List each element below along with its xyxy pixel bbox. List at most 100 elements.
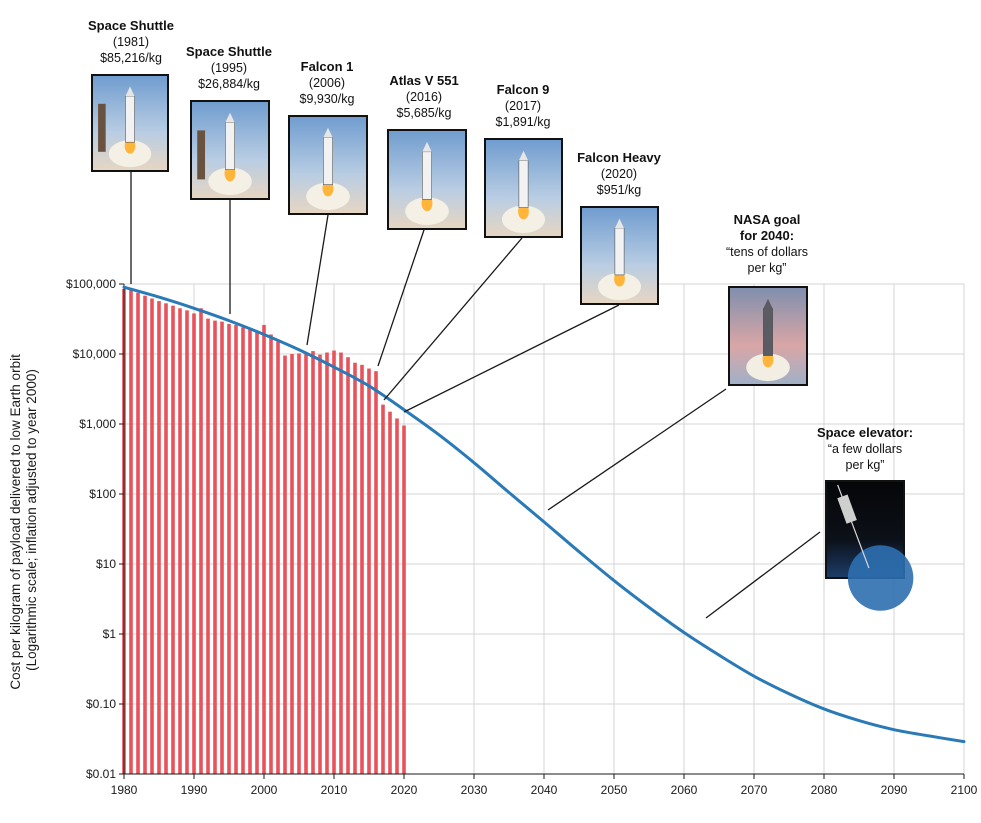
rocket-nose (614, 218, 625, 229)
y-tick-label: $10 (96, 557, 116, 571)
rocket-body (225, 122, 235, 170)
rocket-body (125, 95, 135, 143)
x-tick-label: 2040 (531, 783, 558, 797)
annotation-line: “tens of dollars (726, 245, 808, 259)
bar (304, 354, 308, 774)
y-tick-label: $10,000 (73, 347, 117, 361)
callout-line (403, 304, 620, 413)
annotation-title-2: for 2040: (740, 228, 794, 243)
annotation-line: (2017) (505, 99, 541, 113)
rocket-nose (323, 127, 333, 138)
future-rocket-render (728, 286, 808, 386)
x-tick-label: 1980 (111, 783, 138, 797)
y-tick-label: $1,000 (79, 417, 116, 431)
y-tick-label: $100 (89, 487, 116, 501)
bar-series (122, 288, 406, 774)
bar (241, 327, 245, 774)
y-tick-label: $100,000 (66, 277, 116, 291)
bar (178, 308, 182, 774)
bar (227, 323, 231, 774)
bar (360, 364, 364, 774)
exhaust-plume (108, 140, 152, 168)
annotation-line: per kg” (748, 261, 787, 275)
annotation-line: (2006) (309, 76, 345, 90)
y-axis-label-line-1: Cost per kilogram of payload delivered t… (8, 354, 23, 690)
y-tick-label: $0.01 (86, 767, 116, 781)
rocket-nose (125, 86, 135, 97)
space-elevator-render (825, 480, 914, 611)
falcon-heavy-launch-photo (580, 206, 659, 305)
bar (402, 425, 406, 774)
x-tick-label: 2000 (251, 783, 278, 797)
annotation-line: $1,891/kg (496, 115, 551, 129)
annotation-line: (2016) (406, 90, 442, 104)
bar (234, 324, 238, 774)
bar (374, 371, 378, 774)
annotation-title: Falcon 1 (301, 59, 354, 74)
annotation-line: (1981) (113, 35, 149, 49)
bar (164, 303, 168, 774)
rocket-nose (225, 112, 235, 123)
x-tick-label: 2020 (391, 783, 418, 797)
x-tick-label: 2090 (881, 783, 908, 797)
annotation-line: $5,685/kg (397, 106, 452, 120)
rocket-body (323, 137, 333, 185)
bar (255, 331, 259, 774)
bar (262, 324, 266, 774)
annotation-line: “a few dollars (828, 442, 902, 456)
trend-curve (122, 285, 966, 744)
bar (150, 298, 154, 774)
axes: $100,000 $10,000 $1,000 $100 $10 $1 $0.10 $0.01… (66, 277, 978, 797)
falcon-1-launch-photo (288, 115, 368, 215)
x-tick-label: 2030 (461, 783, 488, 797)
x-tick-label: 2060 (671, 783, 698, 797)
x-tick-label: 1990 (181, 783, 208, 797)
rocket-body (518, 160, 529, 208)
bar (143, 295, 147, 774)
x-tick-label: 2070 (741, 783, 768, 797)
annotation-title: Space Shuttle (88, 18, 174, 33)
annotation-labels: Space Shuttle (1981) $85,216/kg Space Shutt… (88, 18, 913, 472)
annotation-title: Falcon 9 (497, 82, 550, 97)
bar (297, 353, 301, 774)
bar (325, 352, 329, 774)
bar (311, 351, 315, 774)
annotation-line: $85,216/kg (100, 51, 162, 65)
annotation-line: $951/kg (597, 183, 642, 197)
bar (381, 404, 385, 774)
falcon-9-launch-photo (484, 138, 563, 238)
annotation-title: Space Shuttle (186, 44, 272, 59)
bar (213, 320, 217, 774)
rocket-body (763, 308, 773, 356)
annotation-title: Atlas V 551 (389, 73, 458, 88)
elevator-climber (837, 494, 857, 524)
callout-line (383, 237, 523, 401)
bar (346, 357, 350, 774)
bar (269, 334, 273, 774)
callout-line (306, 214, 329, 346)
launch-tower (98, 103, 106, 152)
photos (91, 74, 914, 611)
atlas-v-551-launch-photo (387, 129, 467, 230)
annotation-title: Falcon Heavy (577, 150, 662, 165)
rocket-nose (763, 298, 773, 309)
rocket-nose (518, 150, 529, 161)
bar (276, 341, 280, 774)
x-tick-label: 2080 (811, 783, 838, 797)
callout-lines (130, 172, 821, 619)
bar (206, 318, 210, 774)
bar (129, 290, 133, 774)
space-shuttle-1995-launch-photo (190, 100, 270, 200)
y-tick-label: $1 (103, 627, 117, 641)
trend-curve-line (122, 285, 966, 744)
rocket-nose (422, 141, 432, 152)
bar (388, 411, 392, 774)
callout-line (547, 388, 727, 511)
rocket-body (422, 151, 432, 200)
y-tick-label: $0.10 (86, 697, 116, 711)
x-tick-label: 2100 (951, 783, 978, 797)
y-axis-label-line-2: (Logarithmic scale; inflation adjusted t… (24, 369, 39, 671)
bar (192, 313, 196, 774)
bar (283, 355, 287, 774)
bar (395, 418, 399, 774)
